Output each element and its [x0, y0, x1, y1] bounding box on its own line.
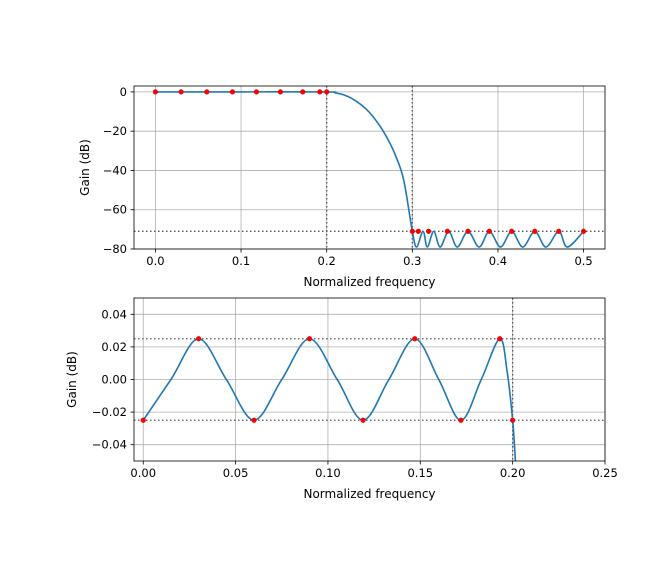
y-ticks: 0.04 0.02 0.00 −0.02 −0.04 [92, 307, 134, 452]
extremum-marker [532, 228, 538, 234]
extremum-marker [409, 228, 415, 234]
x-tick-label: 0.4 [489, 254, 507, 268]
extremum-marker [140, 417, 146, 423]
x-tick-label: 0.00 [130, 466, 156, 480]
x-tick-label: 0.05 [223, 466, 249, 480]
extremum-marker [229, 89, 236, 95]
x-tick-label: 0.20 [500, 466, 526, 480]
axes-frame [133, 85, 606, 250]
y-tick-label: −40 [103, 163, 127, 177]
plot-area [140, 336, 517, 461]
extremum-marker [300, 89, 306, 95]
x-tick-label: 0.1 [232, 254, 250, 268]
extremum-marker [425, 228, 432, 234]
y-axis-label: Gain (dB) [65, 351, 79, 408]
y-tick-label: −60 [103, 203, 127, 217]
extremum-marker [415, 228, 421, 234]
y-tick-label: −20 [103, 124, 127, 138]
extremum-marker [444, 228, 451, 234]
extremum-marker [152, 89, 159, 95]
extremum-marker [465, 228, 471, 234]
y-tick-label: 0.02 [101, 340, 127, 354]
extremum-marker [178, 89, 184, 95]
extremum-marker [253, 89, 260, 95]
x-ticks: 0.0 0.1 0.2 0.3 0.4 0.5 [146, 249, 593, 268]
reference-lines [134, 298, 605, 461]
x-tick-label: 0.0 [146, 254, 164, 268]
extremum-marker [412, 336, 418, 342]
x-tick-label: 0.15 [407, 466, 433, 480]
extremum-marker [306, 336, 313, 342]
extremum-marker [510, 417, 516, 423]
extremum-marker [251, 417, 257, 423]
extremum-marker [360, 417, 366, 423]
x-tick-label: 0.3 [403, 254, 421, 268]
extremum-marker [486, 228, 492, 234]
y-tick-label: 0.04 [101, 307, 127, 321]
y-tick-label: 0 [120, 85, 127, 99]
x-axis-label: Normalized frequency [303, 275, 435, 289]
y-tick-label: −80 [103, 242, 127, 256]
y-axis-label: Gain (dB) [78, 139, 92, 196]
x-tick-label: 0.25 [592, 466, 618, 480]
extremum-marker [196, 336, 202, 342]
plot-area [152, 89, 587, 248]
extremum-marker [324, 89, 330, 95]
x-ticks: 0.00 0.05 0.10 0.15 0.20 0.25 [130, 461, 618, 480]
extremum-marker [509, 228, 515, 234]
x-tick-label: 0.2 [318, 254, 336, 268]
response-curve [155, 91, 585, 248]
y-ticks: 0 −20 −40 −60 −80 [103, 85, 134, 256]
extremum-marker [458, 417, 464, 423]
x-axis-label: Normalized frequency [303, 487, 435, 501]
x-tick-label: 0.10 [315, 466, 341, 480]
extremum-marker [317, 89, 323, 95]
extremum-marker [277, 89, 284, 95]
extremum-marker [204, 89, 210, 95]
extremum-marker [580, 228, 587, 234]
x-tick-label: 0.5 [574, 254, 592, 268]
y-tick-label: −0.02 [92, 405, 127, 419]
y-tick-label: −0.04 [92, 438, 127, 452]
y-tick-label: 0.00 [101, 373, 127, 387]
passband-stopband-plot: 0.0 0.1 0.2 0.3 0.4 0.5 0 −20 −40 −60 −80 Normali… [78, 85, 606, 289]
extremum-marker [556, 228, 562, 234]
extremum-marker [497, 336, 503, 342]
grid-lines [134, 298, 606, 461]
reference-lines [134, 86, 605, 249]
passband-ripple-plot: 0.00 0.05 0.10 0.15 0.20 0.25 0.040.020.00−0.… [65, 297, 618, 501]
